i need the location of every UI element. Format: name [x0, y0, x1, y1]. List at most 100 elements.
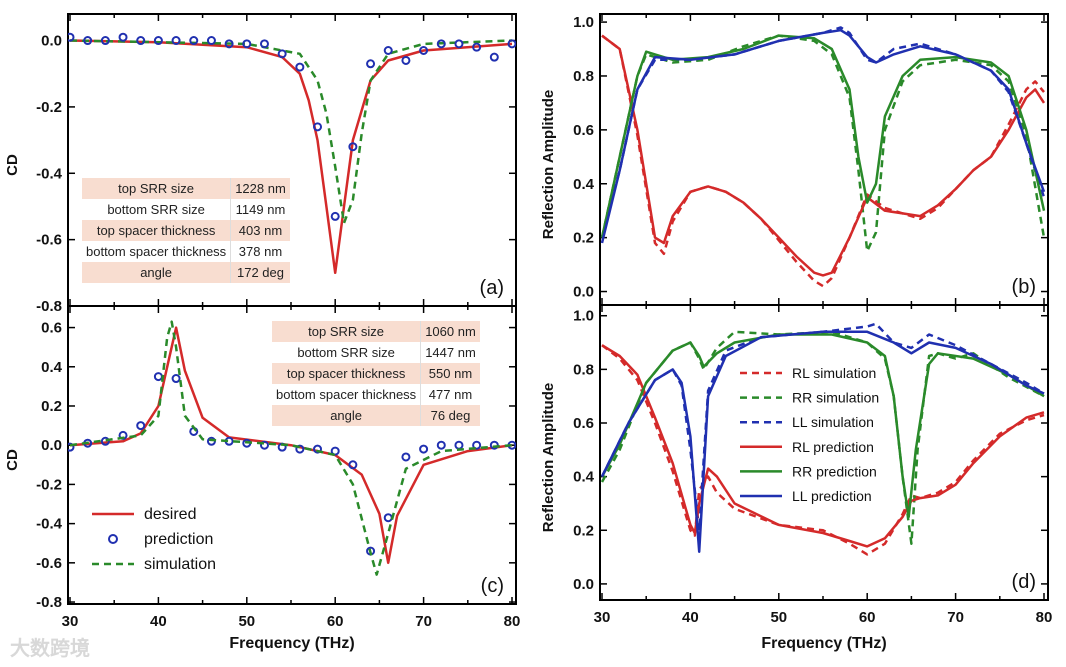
param-value: 1149 nm	[230, 199, 290, 220]
y-tick-label: 0.0	[41, 33, 62, 50]
data-point-prediction	[313, 122, 323, 132]
table-row: angle 172 deg	[82, 262, 290, 283]
data-point-prediction	[100, 36, 110, 46]
panel-label: (b)	[1012, 276, 1036, 298]
param-value: 172 deg	[230, 262, 290, 283]
data-point-prediction	[330, 211, 340, 221]
data-point-prediction	[401, 452, 411, 462]
series-line-RL-simulation	[601, 34, 1045, 288]
data-point-prediction	[366, 59, 376, 69]
data-point-prediction	[507, 39, 516, 49]
x-tick-label: 70	[947, 609, 964, 626]
data-point-prediction	[206, 36, 216, 46]
x-tick-label: 30	[594, 609, 611, 626]
parameter-table-c: top SRR size 1060 nm bottom SRR size 1447 n…	[272, 321, 480, 426]
panel-d	[599, 304, 1049, 601]
data-point-prediction	[489, 52, 499, 62]
x-tick-label: 50	[770, 609, 787, 626]
table-row: bottom spacer thickness 378 nm	[82, 241, 290, 262]
y-tick-label: 0.0	[573, 576, 594, 593]
legend-label: desired	[144, 506, 196, 523]
data-point-prediction	[330, 446, 340, 456]
y-tick-label: 0.6	[41, 320, 62, 337]
param-name: top SRR size	[272, 321, 422, 342]
legend-label: RR simulation	[792, 390, 879, 406]
series-line-desired	[69, 326, 513, 565]
y-tick-label: -0.8	[36, 298, 62, 315]
legend-label: RR prediction	[792, 463, 877, 479]
y-tick-label: -0.6	[36, 555, 62, 572]
param-name: bottom spacer thickness	[82, 241, 232, 262]
legend-label: LL prediction	[792, 488, 872, 504]
legend-label: simulation	[144, 556, 216, 573]
param-name: bottom spacer thickness	[272, 384, 422, 405]
table-row: top spacer thickness 403 nm	[82, 220, 290, 241]
data-point-prediction	[171, 36, 181, 46]
param-value: 477 nm	[420, 384, 480, 405]
data-point-prediction	[100, 436, 110, 446]
data-point-prediction	[189, 36, 199, 46]
data-point-prediction	[348, 142, 358, 152]
y-tick-label: 0.4	[41, 359, 63, 376]
data-point-prediction	[242, 39, 252, 49]
table-row: top SRR size 1060 nm	[272, 321, 480, 342]
panel-label: (c)	[481, 575, 504, 597]
plot-frame	[599, 304, 1049, 601]
y-tick-label: 0.6	[573, 415, 594, 432]
data-point-prediction	[295, 444, 305, 454]
data-point-prediction	[401, 55, 411, 65]
panel-label: (a)	[480, 277, 504, 299]
param-value: 76 deg	[420, 405, 480, 426]
data-point-prediction	[259, 440, 269, 450]
series-group	[68, 32, 516, 275]
x-axis-label: Frequency (THz)	[761, 635, 886, 652]
series-group	[600, 26, 1046, 288]
series-group	[600, 322, 1045, 556]
data-point-prediction	[83, 36, 93, 46]
data-point-prediction	[118, 32, 128, 42]
param-value: 378 nm	[230, 241, 290, 262]
param-name: bottom SRR size	[272, 342, 422, 363]
plot-frame	[67, 305, 517, 605]
x-tick-label: 40	[682, 609, 699, 626]
series-line-LL-prediction	[600, 330, 1045, 553]
data-point-prediction	[224, 39, 234, 49]
panel-c	[67, 305, 517, 605]
series-line-desired	[69, 39, 513, 275]
y-axis-label: Reflection Amplitude	[540, 383, 557, 532]
y-tick-label: 0.0	[573, 284, 594, 301]
data-point-prediction	[472, 440, 482, 450]
y-tick-label: -0.8	[36, 594, 62, 611]
data-point-prediction	[454, 39, 464, 49]
data-point-prediction	[136, 421, 146, 431]
series-line-RR-prediction	[600, 333, 1045, 519]
series-line-RR-simulation	[600, 34, 1046, 253]
legend-label: prediction	[144, 531, 213, 548]
data-point-prediction	[68, 442, 75, 452]
x-tick-label: 60	[327, 613, 344, 630]
legend-label: RL prediction	[792, 439, 874, 455]
watermark: 大数跨境	[10, 638, 90, 660]
y-tick-label: 0.8	[573, 361, 594, 378]
series-line-RL-prediction	[601, 34, 1046, 277]
y-tick-label: -0.4	[36, 516, 63, 533]
data-point-prediction	[472, 42, 482, 52]
data-point-prediction	[383, 513, 393, 523]
y-tick-label: 1.0	[573, 14, 594, 31]
data-point-prediction	[419, 444, 429, 454]
series-line-RR-simulation	[600, 330, 1045, 545]
series-line-RL-prediction	[601, 344, 1045, 548]
data-point-prediction	[259, 39, 269, 49]
y-tick-label: -0.6	[36, 232, 62, 249]
y-axis-label: Reflection Amplitude	[540, 90, 557, 239]
param-value: 550 nm	[420, 363, 480, 384]
y-tick-label: 0.2	[573, 522, 594, 539]
param-name: top SRR size	[82, 178, 232, 199]
param-name: angle	[272, 405, 422, 426]
y-tick-label: -0.2	[36, 476, 62, 493]
x-tick-label: 50	[238, 613, 255, 630]
legend-label: LL simulation	[792, 414, 874, 430]
data-point-prediction	[313, 444, 323, 454]
y-tick-label: 0.8	[573, 68, 594, 85]
